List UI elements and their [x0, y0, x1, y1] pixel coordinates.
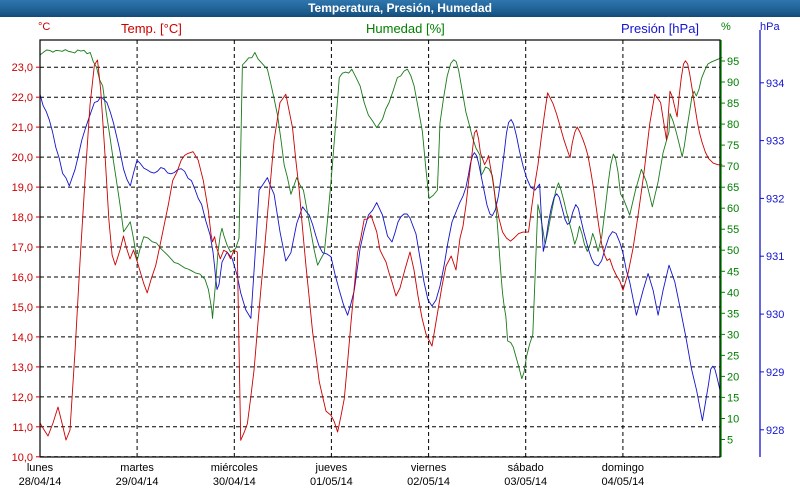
svg-text:934: 934 [766, 78, 784, 90]
svg-text:30/04/14: 30/04/14 [213, 476, 256, 488]
svg-text:932: 932 [766, 193, 784, 205]
svg-text:30: 30 [727, 329, 739, 341]
svg-text:75: 75 [727, 140, 739, 152]
svg-text:20: 20 [727, 371, 739, 383]
svg-text:90: 90 [727, 77, 739, 89]
svg-text:viernes: viernes [411, 462, 447, 474]
svg-text:lunes: lunes [27, 462, 54, 474]
svg-text:65: 65 [727, 182, 739, 194]
svg-text:929: 929 [766, 367, 784, 379]
svg-text:02/05/14: 02/05/14 [407, 476, 450, 488]
svg-text:10: 10 [727, 414, 739, 426]
svg-text:jueves: jueves [315, 462, 348, 474]
svg-text:933: 933 [766, 136, 784, 148]
svg-text:15: 15 [727, 392, 739, 404]
svg-text:13,0: 13,0 [12, 362, 33, 374]
svg-text:14,0: 14,0 [12, 332, 33, 344]
svg-text:16,0: 16,0 [12, 272, 33, 284]
svg-text:5: 5 [727, 435, 733, 447]
svg-text:70: 70 [727, 161, 739, 173]
svg-text:20,0: 20,0 [12, 152, 33, 164]
svg-text:19,0: 19,0 [12, 182, 33, 194]
svg-text:930: 930 [766, 309, 784, 321]
svg-text:28/04/14: 28/04/14 [19, 476, 62, 488]
svg-text:50: 50 [727, 245, 739, 257]
svg-text:°C: °C [38, 21, 50, 33]
svg-text:21,0: 21,0 [12, 122, 33, 134]
svg-text:55: 55 [727, 224, 739, 236]
svg-text:18,0: 18,0 [12, 212, 33, 224]
svg-text:miércoles: miércoles [211, 462, 259, 474]
svg-text:931: 931 [766, 251, 784, 263]
svg-text:sábado: sábado [508, 462, 544, 474]
svg-text:04/05/14: 04/05/14 [601, 476, 644, 488]
svg-text:25: 25 [727, 350, 739, 362]
svg-text:35: 35 [727, 308, 739, 320]
svg-text:45: 45 [727, 266, 739, 278]
svg-text:03/05/14: 03/05/14 [504, 476, 547, 488]
svg-text:01/05/14: 01/05/14 [310, 476, 353, 488]
svg-text:%: % [721, 21, 731, 33]
svg-text:80: 80 [727, 119, 739, 131]
svg-text:martes: martes [120, 462, 154, 474]
svg-text:29/04/14: 29/04/14 [116, 476, 159, 488]
svg-text:15,0: 15,0 [12, 302, 33, 314]
svg-text:85: 85 [727, 98, 739, 110]
svg-text:95: 95 [727, 56, 739, 68]
svg-text:928: 928 [766, 425, 784, 437]
svg-text:22,0: 22,0 [12, 92, 33, 104]
svg-text:17,0: 17,0 [12, 242, 33, 254]
svg-text:40: 40 [727, 287, 739, 299]
svg-text:domingo: domingo [602, 462, 644, 474]
svg-text:hPa: hPa [760, 21, 780, 33]
svg-text:12,0: 12,0 [12, 392, 33, 404]
svg-text:60: 60 [727, 203, 739, 215]
svg-text:11,0: 11,0 [12, 422, 33, 434]
svg-text:23,0: 23,0 [12, 62, 33, 74]
